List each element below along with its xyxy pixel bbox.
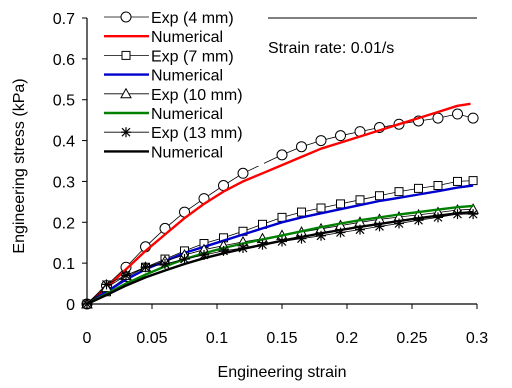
data-point — [468, 209, 479, 220]
legend-item: Exp (10 mm) — [104, 87, 243, 104]
legend-label: Numerical — [151, 106, 223, 123]
data-point — [316, 203, 326, 213]
series-6 — [86, 204, 474, 306]
legend-label: Exp (13 mm) — [151, 125, 243, 142]
legend-item: Exp (13 mm) — [104, 125, 243, 142]
data-point — [452, 108, 463, 120]
y-tick-label: 0.4 — [53, 134, 75, 151]
series-layer — [81, 102, 479, 310]
legend-label: Numerical — [151, 144, 223, 161]
data-point — [101, 279, 112, 290]
legend-item: Numerical — [104, 106, 223, 123]
y-tick-label: 0.5 — [53, 93, 75, 110]
series-line — [86, 213, 474, 305]
legend-label: Exp (7 mm) — [151, 48, 234, 65]
data-point — [375, 191, 384, 201]
data-point — [179, 254, 190, 265]
legend-label: Exp (4 mm) — [151, 10, 234, 27]
y-tick-label: 0.2 — [53, 215, 75, 232]
legend-item: Numerical — [104, 144, 223, 161]
data-point — [277, 212, 287, 222]
series-8 — [86, 210, 474, 306]
series-line — [86, 184, 474, 306]
data-point — [140, 262, 151, 273]
series-line — [86, 210, 474, 306]
x-tick-label: 0.1 — [206, 330, 228, 347]
data-point — [433, 181, 443, 191]
data-point — [315, 135, 327, 147]
x-axis-label: Engineering strain — [218, 364, 347, 381]
data-point — [394, 187, 404, 197]
y-tick-label: 0.3 — [53, 174, 75, 191]
legend: Exp (4 mm) Numerical Exp (7 mm) Numerical Ex… — [94, 6, 264, 166]
data-point — [296, 141, 307, 153]
strain-rate-annotation: Strain rate: 0.01/s — [268, 40, 394, 57]
data-point — [297, 207, 306, 217]
legend-marker — [120, 11, 132, 23]
y-tick-label: 0.7 — [53, 11, 75, 28]
data-point — [355, 195, 365, 205]
data-point — [160, 258, 170, 269]
data-point — [433, 212, 443, 223]
x-tick-label: 0 — [83, 330, 92, 347]
data-point — [453, 176, 462, 186]
legend-label: Numerical — [151, 68, 223, 85]
data-point — [336, 199, 345, 209]
series-1 — [81, 108, 479, 310]
series-4 — [86, 184, 474, 306]
legend-label: Numerical — [151, 29, 223, 46]
legend-marker — [121, 127, 131, 138]
data-point — [432, 112, 444, 124]
y-axis-label: Engineering stress (kPa) — [11, 78, 28, 253]
series-2 — [86, 102, 471, 305]
legend-item: Exp (4 mm) — [104, 10, 234, 27]
x-tick-label: 0.15 — [266, 330, 297, 347]
legend-item: Exp (7 mm) — [104, 48, 234, 65]
series-line — [86, 102, 471, 305]
data-point — [237, 167, 249, 179]
legend-item: Numerical — [104, 68, 223, 85]
legend-label: Exp (10 mm) — [151, 87, 243, 104]
legend-marker — [121, 50, 131, 60]
data-point — [335, 130, 346, 142]
y-tick-label: 0.6 — [53, 52, 75, 69]
legend-marker — [120, 87, 132, 99]
data-point — [276, 149, 288, 161]
legend-item: Numerical — [104, 29, 223, 46]
axes: 0 0.1 0.2 0.3 0.4 0.5 0.6 0.7 0 0.05 0.1 0.15 0.2 0.2… — [53, 11, 488, 347]
x-tick-label: 0.25 — [396, 330, 427, 347]
data-point — [467, 112, 479, 124]
data-point — [414, 183, 423, 193]
series-line — [86, 204, 474, 306]
legend-background — [94, 6, 264, 166]
y-tick-label: 0 — [66, 297, 75, 314]
data-point — [121, 270, 131, 281]
x-tick-label: 0.2 — [336, 330, 358, 347]
x-tick-label: 0.3 — [466, 330, 488, 347]
data-point — [468, 176, 478, 186]
x-tick-label: 0.05 — [136, 330, 167, 347]
y-tick-label: 0.1 — [53, 256, 75, 273]
